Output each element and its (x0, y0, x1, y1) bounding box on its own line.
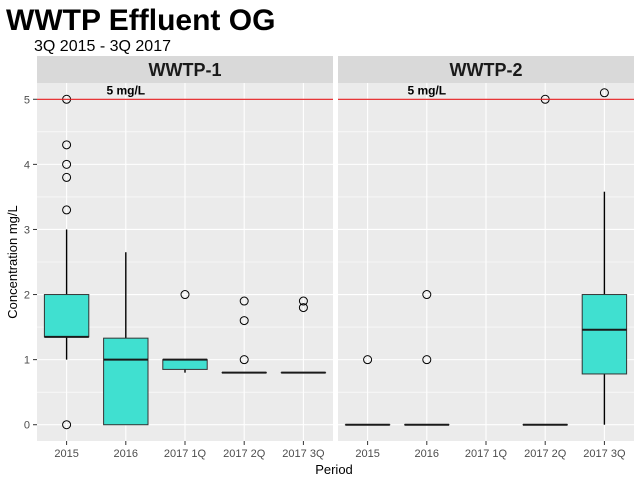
reference-line-label: 5 mg/L (407, 83, 446, 97)
panel-wwtp-1: WWTP-1 5 mg/L 2015 2016 2017 1Q 2017 2Q 2017 3… (37, 56, 333, 460)
x-tick-label: 2015 (54, 448, 78, 460)
x-tick-label: 2017 3Q (583, 448, 626, 460)
outlier-point (363, 355, 373, 365)
facet-strip-label: WWTP-1 (149, 60, 222, 80)
facet-panels: WWTP-1 5 mg/L 2015 2016 2017 1Q 2017 2Q 2017 3… (37, 56, 634, 460)
y-axis-title: Concentration mg/L (5, 205, 20, 318)
y-tick-label: 4 (24, 159, 30, 171)
facet-strip (37, 56, 333, 83)
outlier-point (239, 355, 249, 365)
outlier-point (239, 296, 249, 306)
box-body (43, 294, 90, 338)
box-2016 (103, 252, 149, 426)
box-2017-1q (162, 290, 208, 373)
outlier-point (62, 205, 72, 215)
chart-title: WWTP Effluent OG (6, 4, 275, 37)
y-axis: 0 1 2 3 4 5 (24, 94, 37, 432)
x-tick-label: 2016 (114, 448, 138, 460)
facet-strip (338, 56, 634, 83)
x-tick-label: 2016 (415, 448, 439, 460)
y-tick-label: 0 (24, 420, 30, 432)
y-tick-label: 2 (24, 290, 30, 302)
x-tick-label: 2017 2Q (524, 448, 567, 460)
chart-subtitle: 3Q 2015 - 3Q 2017 (34, 38, 171, 55)
outlier-point (62, 140, 72, 150)
box-2016 (404, 290, 450, 426)
box-body (162, 359, 208, 370)
box-body (581, 294, 628, 375)
x-tick-label: 2017 1Q (465, 448, 508, 460)
y-tick-label: 3 (24, 224, 30, 236)
facet-strip-label: WWTP-2 (450, 60, 523, 80)
outlier-point (599, 88, 609, 98)
panel-wwtp-2: WWTP-2 5 mg/L 2015 2016 2017 1Q 2017 2Q 2017 3… (338, 56, 634, 460)
outlier-point (62, 172, 72, 182)
x-tick-label: 2017 2Q (223, 448, 266, 460)
outlier-point (239, 316, 249, 326)
box-2015 (344, 355, 391, 426)
x-axis-title: Period (315, 462, 353, 477)
y-tick-label: 5 (24, 94, 30, 106)
y-tick-label: 1 (24, 355, 30, 367)
outlier-point (422, 355, 432, 365)
box-body (103, 337, 149, 426)
x-tick-label: 2015 (355, 448, 379, 460)
x-tick-label: 2017 3Q (282, 448, 325, 460)
box-2015 (43, 94, 90, 430)
x-tick-label: 2017 1Q (164, 448, 207, 460)
outlier-point (62, 420, 72, 430)
box-2017-3q (581, 88, 628, 425)
outlier-point (180, 290, 190, 300)
outlier-point (298, 303, 308, 313)
box-2017-2q (221, 296, 267, 374)
reference-line-label: 5 mg/L (106, 83, 145, 97)
outlier-point (298, 296, 308, 306)
outlier-point (422, 290, 432, 300)
outlier-point (62, 159, 72, 169)
box-2017-3q (280, 296, 327, 374)
